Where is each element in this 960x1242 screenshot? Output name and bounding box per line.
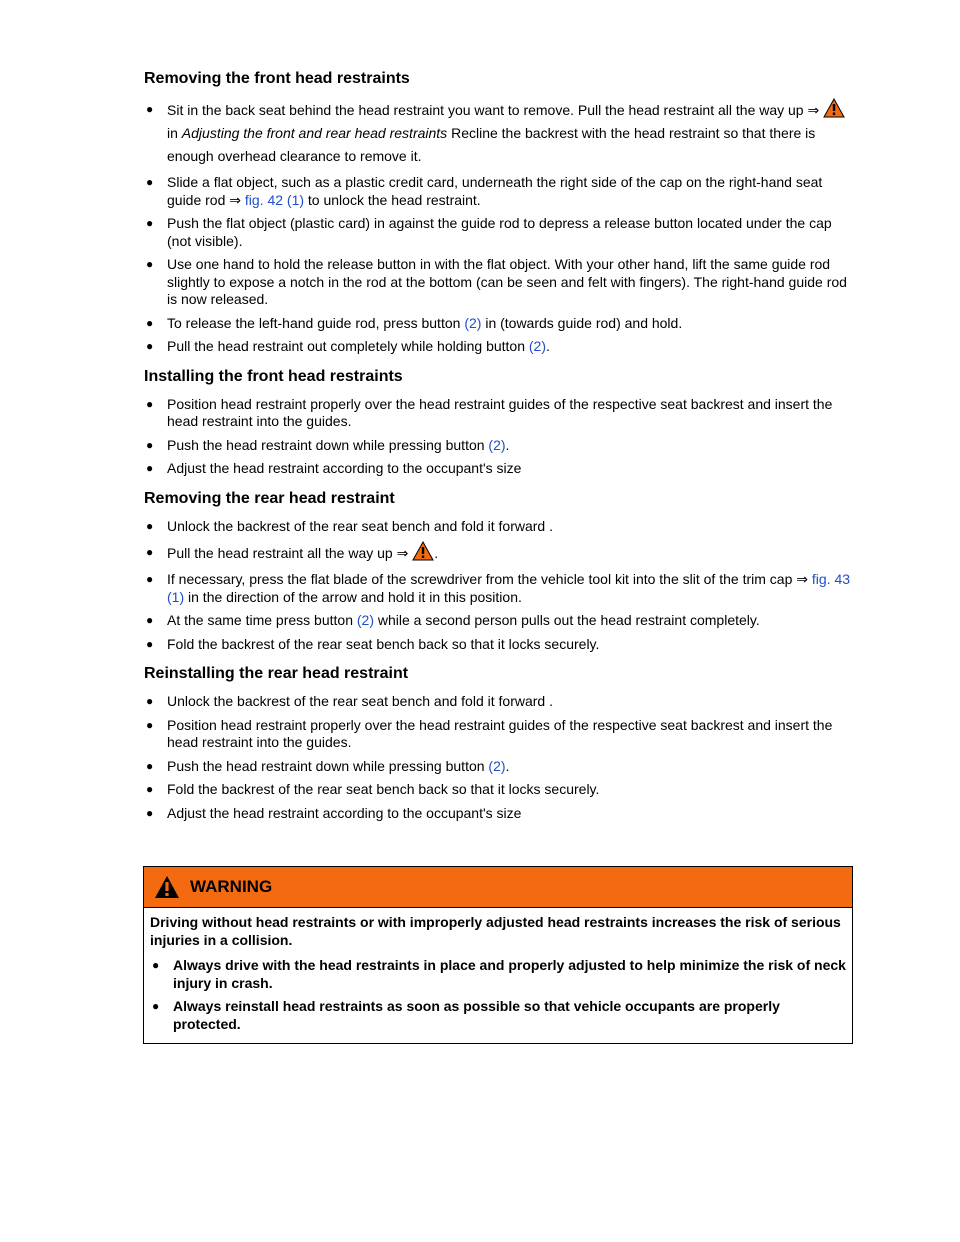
bullet-icon: ● [152,958,160,972]
item-text: in (towards guide rod) and hold. [481,314,683,331]
item-text: Unlock the backrest of the rear seat ben… [167,517,553,534]
bullet-icon: ● [146,396,154,411]
list-item: ● Adjust the head restraint according to … [144,460,854,478]
cross-reference-link[interactable]: (2) [528,338,547,354]
section: Removing the rear head restraint ● Unlock … [144,488,854,654]
section: Reinstalling the rear head restraint ● Unl… [144,663,854,822]
item-text: . [434,545,439,561]
bullet-icon: ● [146,717,154,732]
section-heading: Removing the rear head restraint [144,489,395,507]
item-text: Position head restraint properly over th… [167,395,833,430]
list-item: ● Push the head restraint down while pres… [144,758,854,776]
cross-reference-link[interactable]: (2) [488,757,506,774]
list-item: ● To release the left-hand guide rod, pre… [144,315,854,333]
bullet-icon: ● [146,636,154,651]
bullet-icon: ● [146,572,154,586]
section: Removing the front head restraints ● Sit i… [144,68,854,356]
item-text: Push the head restraint down while press… [167,757,489,774]
bullet-icon: ● [146,257,154,271]
bullet-icon: ● [146,694,154,708]
item-text: . [505,757,510,774]
list-item: ● Use one hand to hold the release button… [144,256,854,309]
bullet-icon: ● [146,805,154,820]
list-item: ● If necessary, press the flat blade of t… [144,571,854,606]
list-item: ● Pull the head restraint out completely … [144,338,854,356]
item-text: Adjust the head restraint according to t… [167,804,522,821]
item-text: to unlock the head restraint. [304,191,481,208]
item-text: . [546,338,550,354]
bullet-icon: ● [146,315,154,330]
list-item: ● Fold the backrest of the rear seat benc… [144,636,854,654]
list-item: ● Sit in the back seat behind the head re… [144,98,854,168]
bullet-icon: ● [146,216,154,230]
item-text: Slide a flat object, such as a plastic c… [167,174,823,208]
item-text: Fold the backrest of the rear seat bench… [167,781,600,797]
warning-triangle-icon [155,876,179,898]
item-text: Push the flat object (plastic card) in a… [167,215,832,249]
section-heading: Reinstalling the rear head restraint [144,665,409,682]
section-heading: Removing the front head restraints [144,70,410,87]
bullet-icon: ● [146,102,154,116]
bullet-icon: ● [146,175,154,189]
item-text: Recline the backrest with the head restr… [167,125,816,164]
item-text: while a second person pulls out the head… [374,612,760,628]
list-item: ● Unlock the backrest of the rear seat be… [144,693,854,711]
list-item: ● At the same time press button (2) while… [144,612,854,630]
item-text: Pull the head restraint out completely w… [167,338,529,354]
item-text: Use one hand to hold the release button … [167,256,847,307]
item-text: Adjust the head restraint according to t… [167,460,522,476]
bullet-icon: ● [152,999,160,1013]
section-heading: Installing the front head restraints [144,367,403,385]
cross-reference-link[interactable]: fig. 43 (1) [167,571,851,605]
item-text: in the direction of the arrow and hold i… [184,588,522,605]
cross-reference-link[interactable]: (2) [356,612,374,628]
item-text: Position head restraint properly over th… [167,716,833,751]
list-item: ● Pull the head restraint all the way up … [144,541,854,565]
bullet-icon: ● [146,758,154,773]
list-item: ● Unlock the backrest of the rear seat be… [144,518,854,536]
list-item: ● Slide a flat object, such as a plastic … [144,174,854,209]
item-text: Push the head restraint down while press… [167,436,489,453]
cross-reference-link[interactable]: (2) [488,436,506,453]
bullet-icon: ● [146,339,154,353]
warning-intro: Driving without head restraints or with … [150,914,841,948]
warning-item-text: Always drive with the head restraints in… [173,957,846,991]
bullet-icon: ● [146,613,154,627]
section: Installing the front head restraints ● Pos… [144,366,854,478]
list-item: ● Adjust the head restraint according to … [144,805,854,823]
warning-item: ● Always drive with the head restraints … [150,957,846,992]
warning-body: Driving without head restraints or with … [144,908,852,1043]
warning-triangle-icon [412,541,435,561]
item-text: Fold the backrest of the rear seat bench… [167,635,600,652]
cross-reference-link[interactable]: fig. 42 (1) [244,191,305,208]
warning-title: WARNING [190,877,273,896]
bullet-icon: ● [146,437,154,452]
list-item: ● Position head restraint properly over t… [144,396,854,431]
warning-header: WARNING [144,867,852,908]
list-item: ● Fold the backrest of the rear seat benc… [144,781,854,799]
warning-item-text: Always reinstall head restraints as soon… [173,998,780,1032]
document-page: Removing the front head restraints ● Sit i… [144,68,854,832]
item-text: Sit in the back seat behind the head res… [167,102,824,118]
item-text: To release the left-hand guide rod, pres… [167,314,465,331]
list-item: ● Push the head restraint down while pres… [144,437,854,455]
warning-box: WARNING Driving without head restraints … [143,866,853,1044]
item-text: If necessary, press the flat blade of th… [167,571,812,587]
item-text: Unlock the backrest of the rear seat ben… [167,693,553,709]
bullet-icon: ● [146,782,154,796]
item-text: Pull the head restraint all the way up ⇒ [167,545,413,561]
list-item: ● Push the flat object (plastic card) in … [144,215,854,250]
item-text: . [505,436,510,453]
bullet-icon: ● [146,545,154,559]
item-text: in [167,125,182,141]
chapter-reference: Adjusting the front and rear head restra… [181,125,448,141]
list-item: ● Position head restraint properly over t… [144,717,854,752]
bullet-icon: ● [146,518,154,533]
bullet-icon: ● [146,461,154,475]
cross-reference-link[interactable]: (2) [464,314,482,331]
warning-triangle-icon [823,98,845,118]
item-text: At the same time press button [167,612,357,628]
warning-item: ● Always reinstall head restraints as so… [150,998,846,1033]
